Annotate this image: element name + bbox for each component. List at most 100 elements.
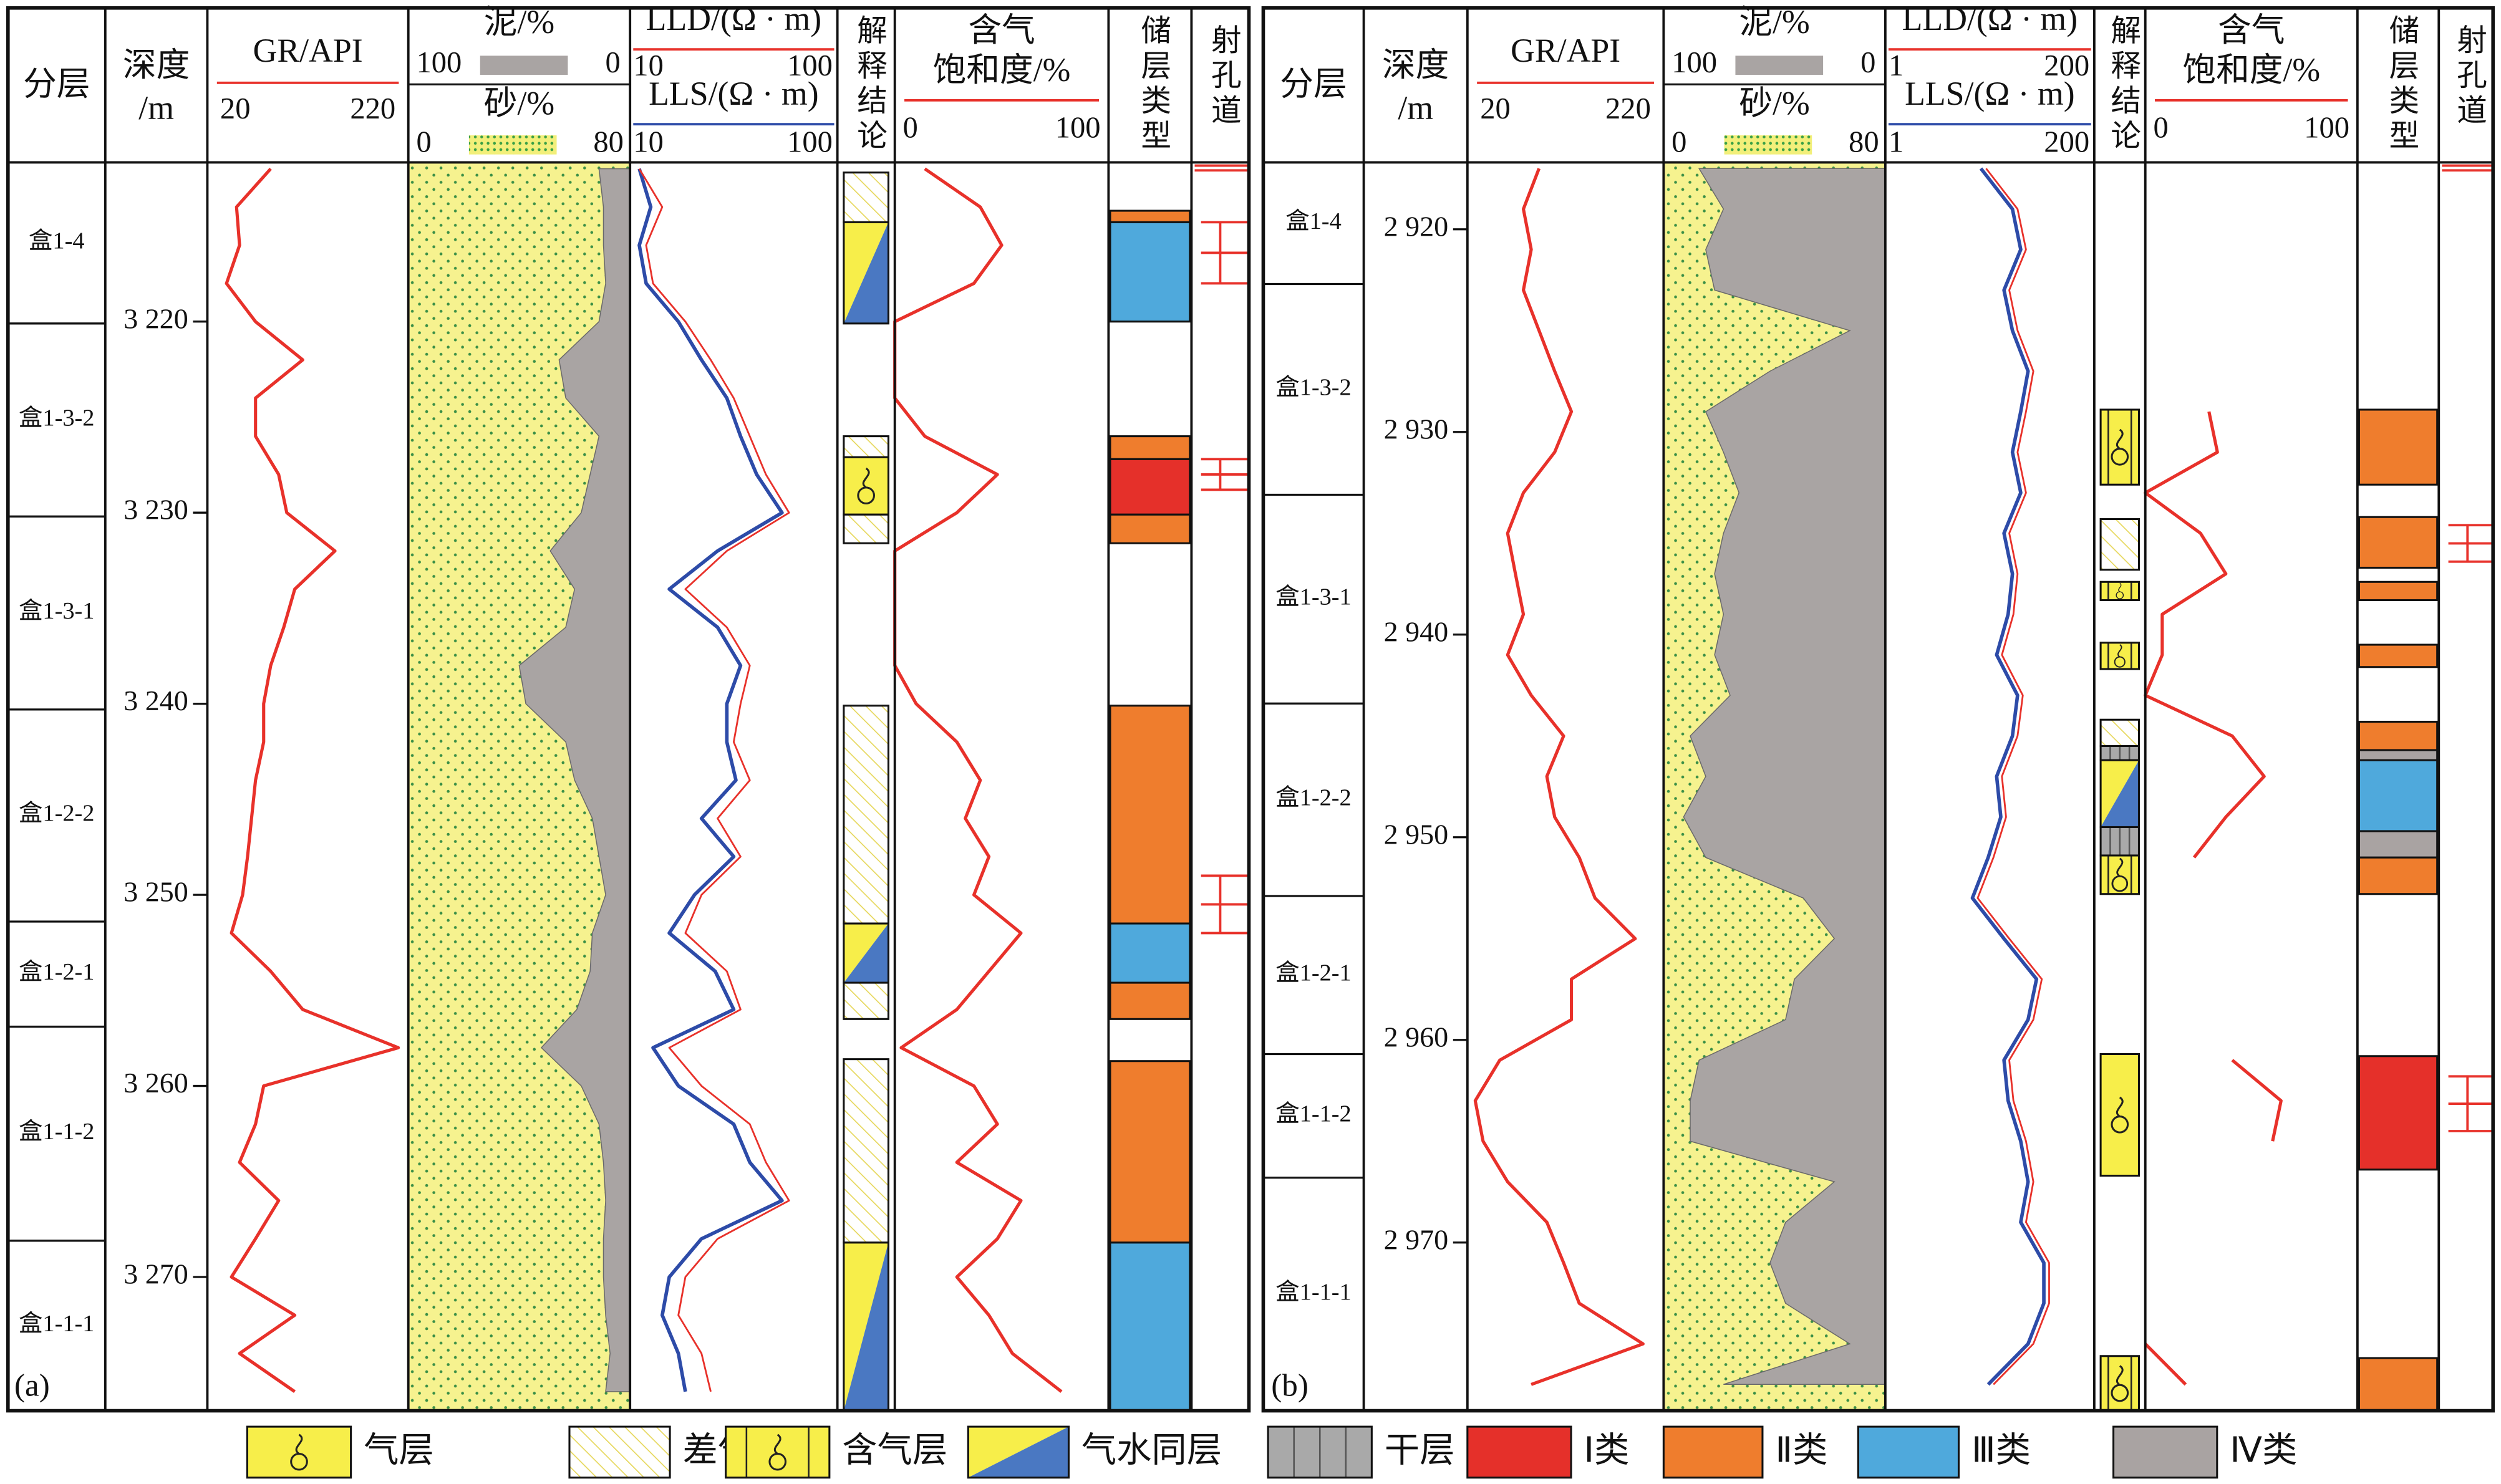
reservoir-interval bbox=[1109, 981, 1191, 1020]
header-reservoir: 储层类型 bbox=[1136, 14, 1171, 155]
interpretation-interval bbox=[2099, 1053, 2141, 1177]
legend-label: 气水同层 bbox=[1081, 1431, 1222, 1470]
zone-label: 盒1-3-1 bbox=[1275, 584, 1351, 610]
pattern-outline bbox=[2099, 854, 2141, 895]
interpretation-interval bbox=[2099, 642, 2141, 670]
gas-symbol bbox=[290, 1433, 308, 1471]
scale-label: 80 bbox=[593, 125, 624, 159]
pattern-outline bbox=[2099, 518, 2141, 571]
sg-curve bbox=[893, 167, 1063, 1393]
scale-label: 0 bbox=[1860, 46, 1875, 79]
header-interpretation: 解释结论 bbox=[2106, 14, 2141, 155]
lls-curve bbox=[637, 168, 784, 1392]
zone-label: 盒1-2-2 bbox=[1275, 784, 1351, 811]
sand-swatch bbox=[468, 135, 557, 155]
pattern-fill bbox=[2101, 519, 2139, 570]
panel-label: (a) bbox=[14, 1368, 50, 1404]
header-gr: GR/API bbox=[253, 32, 363, 69]
pattern-fill bbox=[2101, 720, 2139, 746]
lls-curve bbox=[1970, 167, 2046, 1386]
depth-tick-label: 3 260 bbox=[123, 1067, 188, 1099]
pattern-outline bbox=[725, 1425, 831, 1479]
gas-symbol bbox=[2116, 582, 2124, 599]
depth-tick-label: 2 930 bbox=[1384, 413, 1449, 445]
header-shale: 泥/% bbox=[484, 3, 554, 41]
interpretation-interval bbox=[2099, 759, 2141, 829]
legend-swatch bbox=[967, 1425, 1070, 1479]
interpretation-interval bbox=[2099, 854, 2141, 895]
pattern-fill bbox=[1663, 1427, 1763, 1478]
header-depth: /m bbox=[138, 89, 174, 127]
interpretation-interval bbox=[2099, 744, 2141, 761]
gas-symbol bbox=[2111, 857, 2129, 892]
legend-label: Ⅱ类 bbox=[1775, 1431, 1827, 1470]
lld-curve bbox=[638, 168, 790, 1392]
legend-swatch bbox=[1857, 1425, 1960, 1479]
scale-label: 20 bbox=[220, 92, 251, 125]
pattern-fill bbox=[2101, 855, 2139, 894]
scale-label: 0 bbox=[416, 125, 431, 159]
pattern-outline bbox=[2099, 642, 2141, 670]
interpretation-interval bbox=[843, 1058, 890, 1244]
header-lld: LLD/(Ω · m) bbox=[646, 0, 821, 37]
gas-symbol bbox=[2111, 428, 2129, 466]
header-sg: 饱和度/% bbox=[2182, 51, 2320, 89]
pattern-outline bbox=[843, 981, 890, 1020]
depth-tick-label: 3 250 bbox=[123, 876, 188, 908]
legend-swatch bbox=[568, 1425, 671, 1479]
pattern-fill bbox=[968, 1427, 1069, 1478]
reservoir-interval bbox=[2358, 581, 2439, 602]
scale-label: 1 bbox=[1889, 125, 1904, 159]
shale-swatch bbox=[1735, 55, 1824, 75]
interpretation-interval bbox=[2099, 518, 2141, 571]
header-sand: 砂/% bbox=[1739, 84, 1809, 122]
panel-frame bbox=[1261, 6, 2495, 1413]
pattern-outline bbox=[843, 513, 890, 544]
scale-label: 220 bbox=[1605, 92, 1651, 125]
gas-symbol bbox=[2111, 1365, 2129, 1402]
pattern-outline bbox=[2099, 1053, 2141, 1177]
legend-swatch bbox=[1267, 1425, 1373, 1479]
scale-label: 1 bbox=[1889, 49, 1904, 82]
pattern-fill bbox=[2101, 1356, 2139, 1411]
legend-label: Ⅳ类 bbox=[2230, 1431, 2297, 1470]
header-interpretation: 解释结论 bbox=[853, 14, 887, 155]
panel-label: (b) bbox=[1271, 1368, 1309, 1404]
legend-label: Ⅲ类 bbox=[1971, 1431, 2031, 1470]
reservoir-interval bbox=[1109, 435, 1191, 460]
pattern-outline bbox=[568, 1425, 671, 1479]
interpretation-interval bbox=[843, 705, 890, 925]
pattern-fill bbox=[2101, 642, 2139, 669]
legend-label: 干层 bbox=[1385, 1431, 1455, 1470]
zone-label: 盒1-1-2 bbox=[19, 1118, 94, 1145]
reservoir-interval bbox=[2358, 408, 2439, 486]
sand-swatch bbox=[1724, 135, 1812, 155]
gas-symbol bbox=[2111, 1096, 2129, 1134]
pattern-outline bbox=[843, 221, 890, 325]
depth-tick-label: 3 230 bbox=[123, 494, 188, 526]
scale-label: 220 bbox=[350, 92, 395, 125]
pattern-fill bbox=[843, 457, 889, 515]
zone-label: 盒1-2-1 bbox=[1275, 960, 1351, 986]
interpretation-interval bbox=[843, 922, 890, 984]
zone-label: 盒1-3-2 bbox=[19, 404, 94, 431]
interpretation-interval bbox=[2099, 581, 2141, 602]
interpretation-interval bbox=[843, 435, 890, 458]
scale-label: 0 bbox=[1671, 125, 1686, 159]
pattern-outline bbox=[1857, 1425, 1960, 1479]
header-zone: 分层 bbox=[23, 65, 90, 103]
header-lls: LLS/(Ω · m) bbox=[649, 75, 819, 112]
header-gr: GR/API bbox=[1511, 32, 1620, 69]
shale-area bbox=[518, 168, 631, 1392]
shale-area bbox=[1683, 168, 1886, 1385]
header-lls: LLS/(Ω · m) bbox=[1905, 75, 2075, 112]
shale-swatch bbox=[480, 55, 568, 75]
pattern-outline bbox=[2099, 408, 2141, 486]
pattern-fill bbox=[569, 1427, 670, 1478]
depth-tick-label: 2 940 bbox=[1384, 615, 1449, 647]
scale-label: 0 bbox=[606, 46, 621, 79]
zone-label: 盒1-3-2 bbox=[1275, 373, 1351, 400]
header-perforation: 射孔道 bbox=[1206, 24, 1241, 129]
zone-label: 盒1-1-1 bbox=[1275, 1278, 1351, 1305]
scale-label: 0 bbox=[2153, 111, 2168, 145]
